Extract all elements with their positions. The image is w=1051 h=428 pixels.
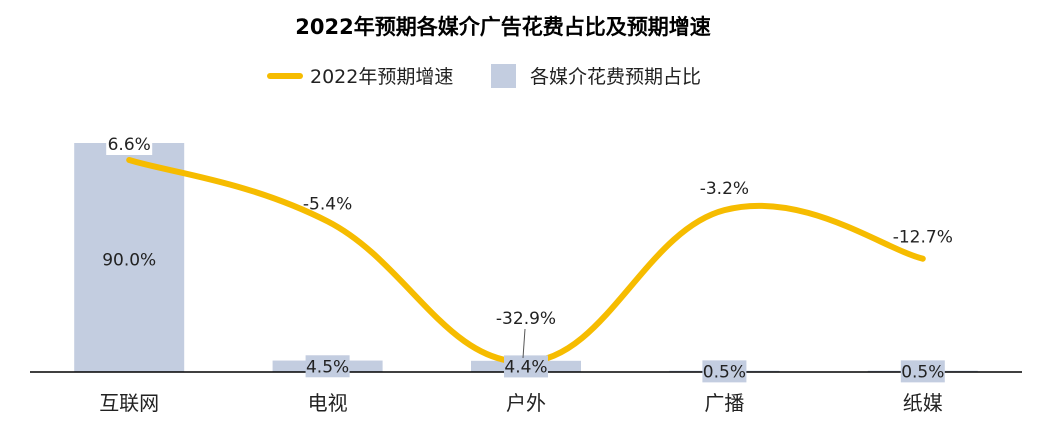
legend-label-bar: 各媒介花费预期占比 [530, 66, 701, 88]
growth-line [126, 157, 926, 366]
bar-value-label: 90.0% [102, 251, 156, 271]
bar-value-label: 4.4% [504, 357, 547, 377]
category-label: 纸媒 [903, 391, 943, 415]
bar-label-background [504, 355, 548, 378]
category-label: 互联网 [99, 391, 159, 415]
category-label: 广播 [704, 391, 744, 415]
bar-label-background [900, 360, 945, 383]
line-series [126, 157, 926, 366]
leader-line [522, 328, 526, 359]
bar-label-background [702, 360, 747, 383]
line-label-background [106, 133, 153, 155]
growth-value-label: -32.9% [496, 309, 556, 329]
bar-value-label: 4.5% [306, 357, 349, 377]
legend-label-line: 2022年预期增速 [310, 66, 453, 88]
category-labels: 互联网 电视 户外 广播 纸媒 [99, 391, 943, 415]
growth-value-label: -3.2% [700, 179, 749, 199]
category-label: 电视 [308, 391, 348, 415]
legend: 2022年预期增速 各媒介花费预期占比 [267, 64, 701, 88]
bar-value-label: 0.5% [703, 362, 746, 382]
growth-value-label: 6.6% [108, 135, 151, 155]
bar [74, 143, 185, 372]
category-label: 户外 [506, 391, 546, 415]
legend-bar-swatch [491, 64, 516, 88]
data-labels: 90.0% 4.5% 4.4% 0.5% 0.5% 6.6% -5.4% -32.9% -3.2… [102, 133, 953, 383]
growth-value-label: -5.4% [303, 194, 352, 214]
chart-title: 2022年预期各媒介广告花费占比及预期增速 [295, 15, 710, 39]
bar-value-label: 0.5% [901, 362, 944, 382]
growth-value-label: -12.7% [893, 228, 953, 248]
bar-label-background [305, 355, 350, 378]
